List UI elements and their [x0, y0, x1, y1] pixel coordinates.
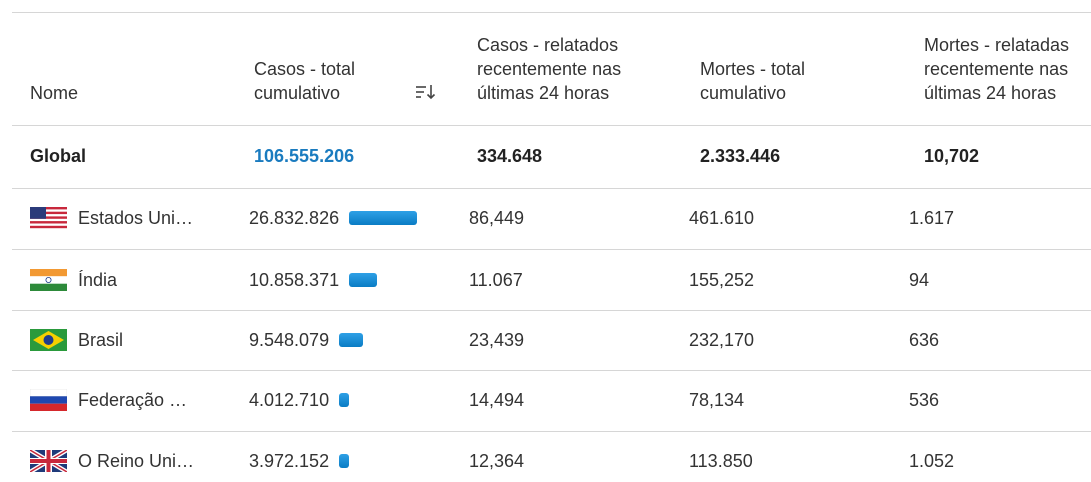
flag-brazil: [30, 329, 67, 351]
deaths: 78,134: [689, 390, 745, 410]
divider: [12, 249, 1091, 250]
recent-deaths: 536: [909, 390, 940, 410]
recent-cases: 86,449: [469, 208, 525, 228]
cases-cell: 10.858.371: [249, 268, 377, 292]
deaths: 232,170: [689, 330, 755, 350]
global-name: Global: [30, 146, 87, 166]
recent-deaths: 636: [909, 330, 940, 350]
flag-india: [30, 269, 67, 291]
column-header: recentemente nas: [477, 59, 622, 79]
column-header: Nome: [30, 83, 79, 103]
country-name: Índia: [78, 270, 118, 290]
global-cases: 106.555.206: [254, 146, 355, 166]
flag-uk: [30, 450, 67, 472]
divider: [12, 12, 1091, 13]
cases-cell: 9.548.079: [249, 328, 364, 352]
recent-deaths: 1.617: [909, 208, 955, 228]
global-recent-cases: 334.648: [477, 146, 543, 166]
country-name: Federação …: [78, 390, 188, 410]
deaths: 461.610: [689, 208, 755, 228]
cases-cell: 3.972.152: [249, 449, 350, 473]
sort-icon[interactable]: [415, 84, 437, 100]
column-header: cumulativo: [254, 83, 341, 103]
column-header: últimas 24 horas: [477, 83, 610, 103]
global-deaths: 2.333.446: [700, 146, 781, 166]
cases-bar: [349, 211, 418, 225]
cases-value: 10.858.371: [249, 270, 340, 290]
deaths: 155,252: [689, 270, 755, 290]
column-header: Mortes - total: [700, 59, 806, 79]
divider: [12, 431, 1091, 432]
cases-bar: [339, 333, 364, 347]
column-header: Mortes - relatadas: [924, 35, 1070, 55]
column-header: recentemente nas: [924, 59, 1069, 79]
country-name: Brasil: [78, 330, 124, 350]
recent-deaths: 1.052: [909, 451, 955, 471]
recent-deaths: 94: [909, 270, 930, 290]
divider: [12, 188, 1091, 189]
cases-bar: [339, 454, 350, 468]
cases-cell: 26.832.826: [249, 206, 418, 230]
column-header: Casos - total: [254, 59, 356, 79]
divider: [12, 310, 1091, 311]
flag-russia: [30, 389, 67, 411]
country-name: O Reino Uni…: [78, 451, 195, 471]
divider: [12, 370, 1091, 371]
cases-value: 4.012.710: [249, 390, 330, 410]
recent-cases: 11.067: [469, 270, 523, 290]
country-name: Estados Uni…: [78, 208, 194, 228]
cases-bar: [339, 393, 350, 407]
cases-value: 9.548.079: [249, 330, 330, 350]
recent-cases: 23,439: [469, 330, 525, 350]
global-recent-deaths: 10,702: [924, 146, 980, 166]
deaths: 113.850: [689, 451, 753, 471]
column-header: últimas 24 horas: [924, 83, 1057, 103]
divider: [12, 125, 1091, 126]
column-header: Casos - relatados: [477, 35, 619, 55]
column-header: cumulativo: [700, 83, 787, 103]
cases-value: 3.972.152: [249, 451, 330, 471]
cases-cell: 4.012.710: [249, 388, 350, 412]
cases-bar: [349, 273, 377, 287]
cases-value: 26.832.826: [249, 208, 340, 228]
recent-cases: 12,364: [469, 451, 525, 471]
recent-cases: 14,494: [469, 390, 525, 410]
flag-us: [30, 207, 67, 229]
